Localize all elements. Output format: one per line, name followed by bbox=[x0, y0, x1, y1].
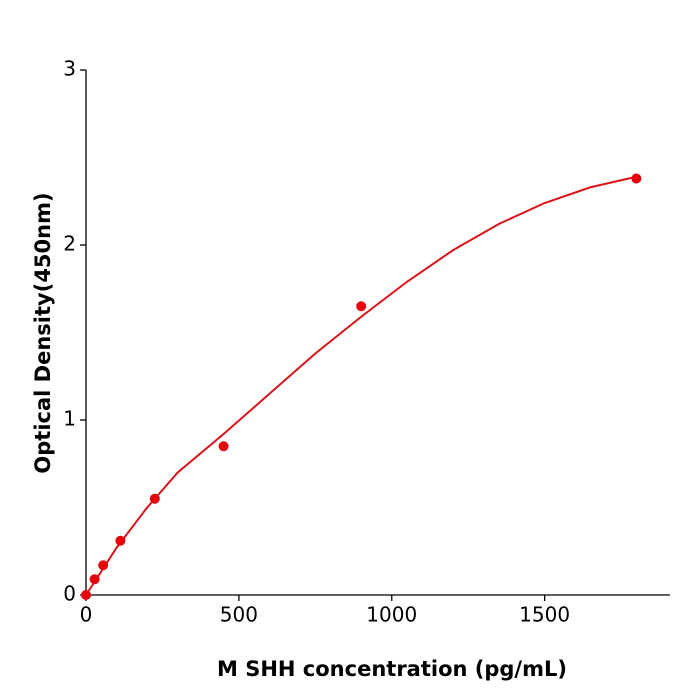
data-point bbox=[89, 574, 100, 585]
x-axis-label: M SHH concentration (pg/mL) bbox=[217, 657, 567, 681]
y-tick-label: 1 bbox=[63, 407, 76, 431]
x-tick-label: 1500 bbox=[519, 603, 570, 627]
fit-curve bbox=[85, 175, 637, 596]
data-point bbox=[98, 560, 109, 571]
data-point bbox=[115, 535, 126, 546]
y-tick-label: 3 bbox=[63, 57, 76, 81]
x-tick-label: 500 bbox=[220, 603, 258, 627]
x-tick-label: 0 bbox=[80, 603, 93, 627]
data-point bbox=[218, 441, 229, 452]
y-tick-label: 2 bbox=[63, 232, 76, 256]
y-tick-label: 0 bbox=[63, 582, 76, 606]
y-axis-label: Optical Density(450nm) bbox=[31, 192, 55, 473]
data-point bbox=[356, 301, 367, 312]
data-point bbox=[631, 173, 642, 184]
data-point bbox=[81, 590, 91, 600]
x-tick-label: 1000 bbox=[366, 603, 417, 627]
data-point bbox=[149, 493, 160, 504]
